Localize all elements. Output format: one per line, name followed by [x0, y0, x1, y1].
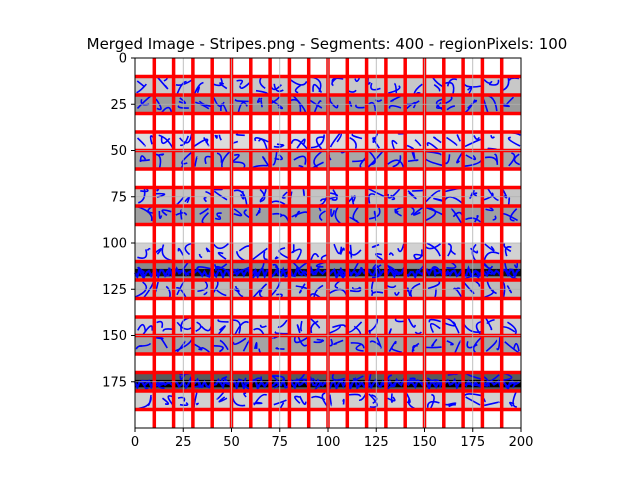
x-tick-label: 100: [316, 435, 341, 450]
x-tick-label: 125: [364, 435, 389, 450]
contour-line: [343, 400, 344, 405]
y-tick-label: 175: [102, 375, 127, 390]
plot-area: [135, 58, 521, 428]
contour-line: [275, 257, 278, 259]
contour-line: [140, 160, 150, 161]
contour-line: [301, 321, 302, 331]
y-tick-label: 125: [102, 283, 127, 298]
x-tick-label: 175: [460, 435, 485, 450]
y-tick-label: 0: [119, 52, 127, 67]
contour-line: [369, 330, 370, 334]
contour-line: [181, 210, 182, 219]
contour-line: [350, 245, 351, 258]
x-tick-label: 50: [223, 435, 240, 450]
y-tick-label: 100: [102, 237, 127, 252]
y-tick-label: 25: [110, 98, 127, 113]
contour-line: [413, 190, 424, 191]
contour-line: [159, 154, 164, 155]
x-tick-label: 75: [271, 435, 288, 450]
x-tick-label: 150: [412, 435, 437, 450]
contour-line: [196, 403, 198, 404]
contour-line: [156, 190, 158, 191]
x-tick-label: 200: [509, 435, 534, 450]
x-tick-label: 0: [131, 435, 139, 450]
x-tick-label: 25: [175, 435, 192, 450]
y-tick-label: 75: [110, 190, 127, 205]
y-tick-label: 150: [102, 329, 127, 344]
contour-line: [509, 198, 510, 205]
y-tick-label: 50: [110, 144, 127, 159]
contour-line: [425, 347, 441, 348]
chart-title: Merged Image - Stripes.png - Segments: 4…: [87, 35, 568, 53]
